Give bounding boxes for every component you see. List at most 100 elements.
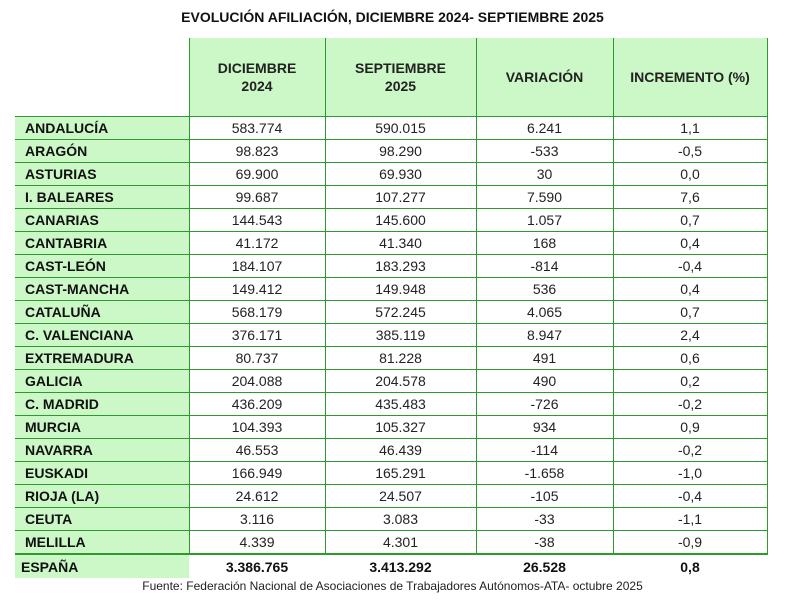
region-cell: ANDALUCÍA: [15, 116, 189, 140]
table-row: NAVARRA 46.553 46.439 -114 -0,2: [15, 438, 768, 462]
total-row: ESPAÑA 3.386.765 3.413.292 26.528 0,8: [15, 553, 767, 578]
incremento-cell: -0,4: [612, 484, 768, 508]
diciembre-2024-cell: 144.543: [188, 208, 325, 232]
diciembre-2024-cell: 3.386.765: [189, 553, 325, 578]
diciembre-2024-cell: 376.171: [188, 323, 325, 347]
header-variacion: VARIACIÓN: [475, 38, 614, 117]
region-cell: MELILLA: [15, 530, 189, 555]
septiembre-2025-cell: 165.291: [324, 461, 476, 485]
diciembre-2024-cell: 104.393: [188, 415, 325, 439]
variacion-cell: -1.658: [475, 461, 613, 485]
header-line: SEPTIEMBRE: [354, 60, 446, 76]
septiembre-2025-cell: 24.507: [324, 484, 476, 508]
septiembre-2025-cell: 105.327: [324, 415, 476, 439]
septiembre-2025-cell: 149.948: [324, 277, 476, 301]
incremento-cell: 0,2: [612, 369, 768, 393]
incremento-cell: 0,8: [613, 553, 767, 578]
header-row: DICIEMBRE 2024 SEPTIEMBRE 2025 VARIACIÓN I…: [15, 38, 768, 117]
table-row: EUSKADI 166.949 165.291 -1.658 -1,0: [15, 461, 768, 485]
diciembre-2024-cell: 583.774: [188, 116, 325, 140]
septiembre-2025-cell: 572.245: [324, 300, 476, 324]
incremento-cell: 1,1: [612, 116, 768, 140]
diciembre-2024-cell: 46.553: [188, 438, 325, 462]
variacion-cell: -726: [475, 392, 613, 416]
septiembre-2025-cell: 435.483: [324, 392, 476, 416]
variacion-cell: -33: [475, 507, 613, 531]
incremento-cell: 0,0: [612, 162, 768, 186]
table-row: ARAGÓN 98.823 98.290 -533 -0,5: [15, 139, 768, 163]
septiembre-2025-cell: 183.293: [324, 254, 476, 278]
septiembre-2025-cell: 98.290: [324, 139, 476, 163]
diciembre-2024-cell: 149.412: [188, 277, 325, 301]
diciembre-2024-cell: 204.088: [188, 369, 325, 393]
variacion-cell: 26.528: [476, 553, 613, 578]
diciembre-2024-cell: 568.179: [188, 300, 325, 324]
septiembre-2025-cell: 81.228: [324, 346, 476, 370]
variacion-cell: 536: [475, 277, 613, 301]
variacion-cell: -814: [475, 254, 613, 278]
header-line: DICIEMBRE: [217, 60, 297, 76]
septiembre-2025-cell: 3.413.292: [325, 553, 476, 578]
table-row: CEUTA 3.116 3.083 -33 -1,1: [15, 507, 768, 531]
variacion-cell: 7.590: [475, 185, 613, 209]
table-title: EVOLUCIÓN AFILIACIÓN, DICIEMBRE 2024- SE…: [181, 9, 604, 25]
incremento-cell: 2,4: [612, 323, 768, 347]
incremento-cell: 0,6: [612, 346, 768, 370]
septiembre-2025-cell: 204.578: [324, 369, 476, 393]
variacion-cell: 934: [475, 415, 613, 439]
region-cell: NAVARRA: [15, 438, 189, 462]
diciembre-2024-cell: 184.107: [188, 254, 325, 278]
table-row: EXTREMADURA 80.737 81.228 491 0,6: [15, 346, 768, 370]
region-cell: CAST-MANCHA: [15, 277, 189, 301]
table-row: C. VALENCIANA 376.171 385.119 8.947 2,4: [15, 323, 768, 347]
incremento-cell: -1,0: [612, 461, 768, 485]
table-row: C. MADRID 436.209 435.483 -726 -0,2: [15, 392, 768, 416]
header-incremento: INCREMENTO (%): [612, 38, 768, 117]
diciembre-2024-cell: 98.823: [188, 139, 325, 163]
variacion-cell: -533: [475, 139, 613, 163]
variacion-cell: 491: [475, 346, 613, 370]
septiembre-2025-cell: 590.015: [324, 116, 476, 140]
septiembre-2025-cell: 41.340: [324, 231, 476, 255]
incremento-cell: 0,7: [612, 300, 768, 324]
diciembre-2024-cell: 166.949: [188, 461, 325, 485]
table-row: CATALUÑA 568.179 572.245 4.065 0,7: [15, 300, 768, 324]
region-cell: C. MADRID: [15, 392, 189, 416]
region-cell: CAST-LEÓN: [15, 254, 189, 278]
variacion-cell: 8.947: [475, 323, 613, 347]
region-cell: EUSKADI: [15, 461, 189, 485]
incremento-cell: 0,4: [612, 231, 768, 255]
variacion-cell: 6.241: [475, 116, 613, 140]
incremento-cell: -0,2: [612, 438, 768, 462]
affiliation-table: DICIEMBRE 2024 SEPTIEMBRE 2025 VARIACIÓN I…: [15, 38, 768, 578]
table-row: I. BALEARES 99.687 107.277 7.590 7,6: [15, 185, 768, 209]
variacion-cell: 30: [475, 162, 613, 186]
header-line: 2025: [384, 78, 417, 94]
incremento-cell: -0,2: [612, 392, 768, 416]
septiembre-2025-cell: 107.277: [324, 185, 476, 209]
table-row: MURCIA 104.393 105.327 934 0,9: [15, 415, 768, 439]
diciembre-2024-cell: 4.339: [188, 530, 325, 555]
incremento-cell: -1,1: [612, 507, 768, 531]
header-corner: [15, 38, 189, 117]
diciembre-2024-cell: 3.116: [188, 507, 325, 531]
incremento-cell: 0,4: [612, 277, 768, 301]
variacion-cell: -105: [475, 484, 613, 508]
region-cell: EXTREMADURA: [15, 346, 189, 370]
septiembre-2025-cell: 46.439: [324, 438, 476, 462]
table-row: GALICIA 204.088 204.578 490 0,2: [15, 369, 768, 393]
table-row: MELILLA 4.339 4.301 -38 -0,9: [15, 530, 768, 555]
incremento-cell: -0,5: [612, 139, 768, 163]
region-cell: ESPAÑA: [15, 553, 189, 578]
header-diciembre: DICIEMBRE 2024: [188, 38, 326, 117]
region-cell: RIOJA (LA): [15, 484, 189, 508]
table-row: CANTABRIA 41.172 41.340 168 0,4: [15, 231, 768, 255]
variacion-cell: 168: [475, 231, 613, 255]
septiembre-2025-cell: 3.083: [324, 507, 476, 531]
source-note: Fuente: Federación Nacional de Asociacio…: [142, 579, 643, 593]
variacion-cell: 490: [475, 369, 613, 393]
table-row: CAST-LEÓN 184.107 183.293 -814 -0,4: [15, 254, 768, 278]
region-cell: I. BALEARES: [15, 185, 189, 209]
region-cell: CATALUÑA: [15, 300, 189, 324]
incremento-cell: 7,6: [612, 185, 768, 209]
